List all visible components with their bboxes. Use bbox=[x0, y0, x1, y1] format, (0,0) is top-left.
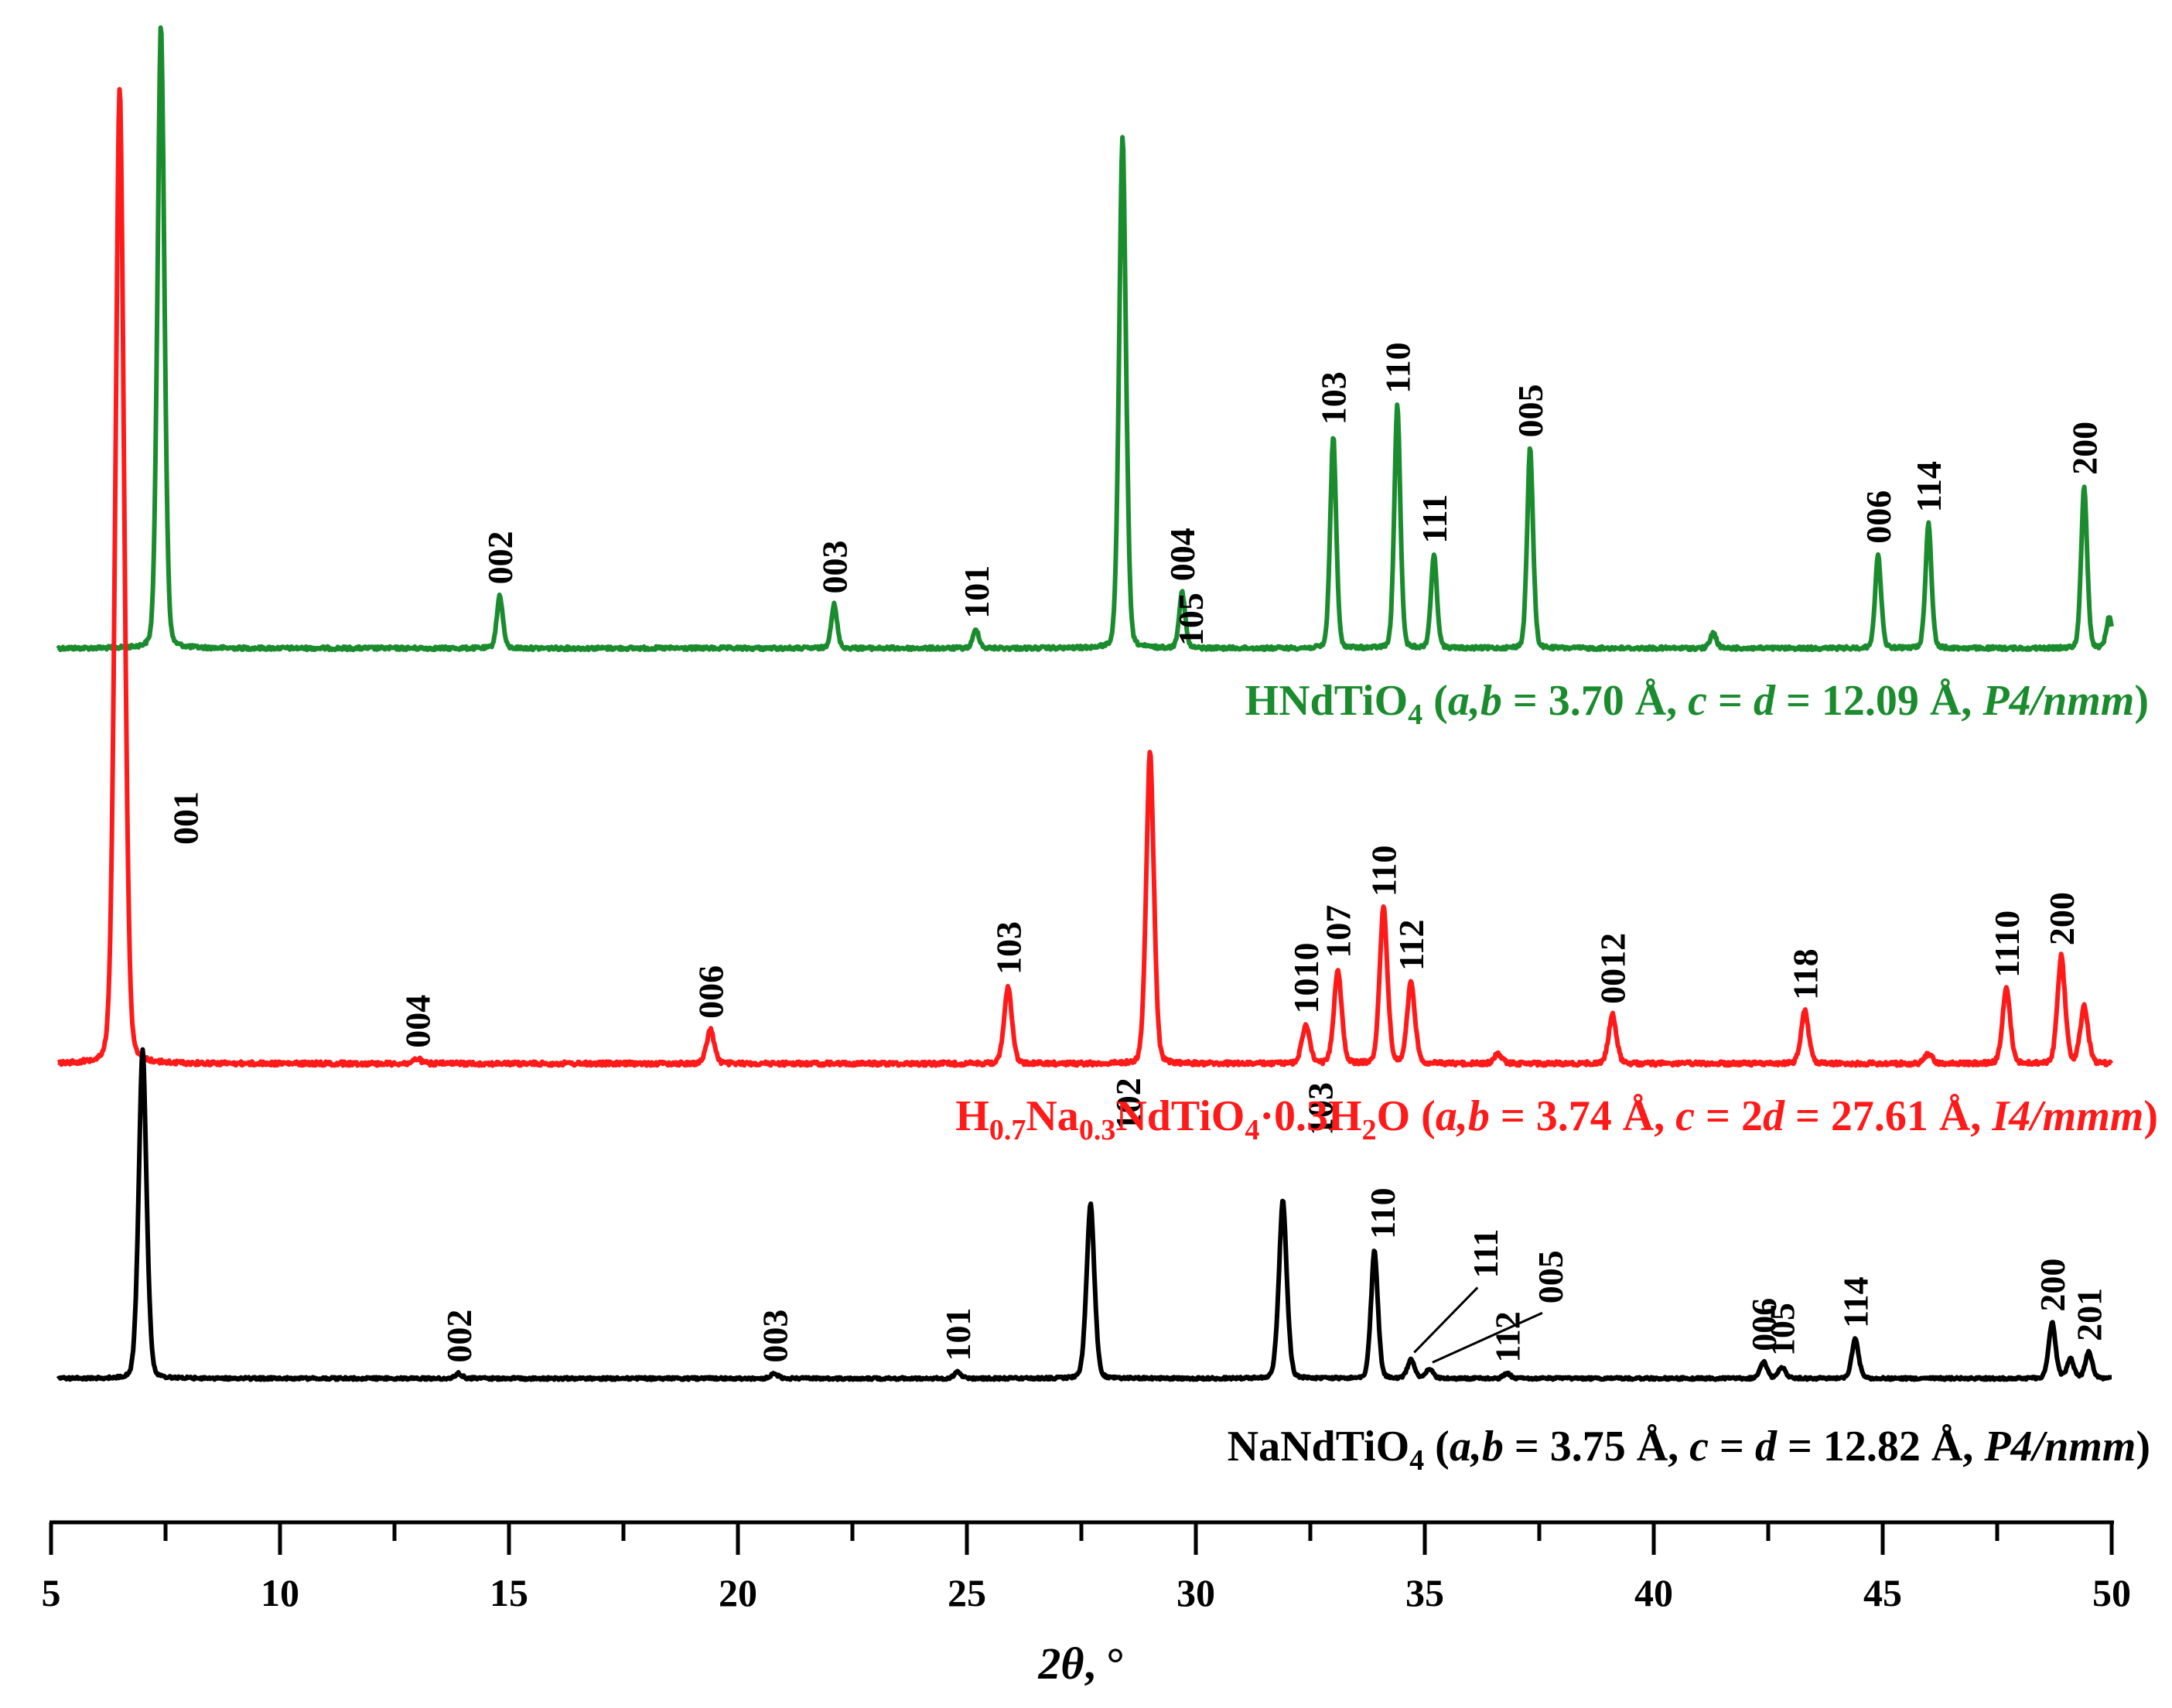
peak-label-red-006: 006 bbox=[691, 965, 730, 1019]
peak-label-red-1110: 1110 bbox=[1987, 910, 2027, 978]
x-tick-label-45: 45 bbox=[1863, 1571, 1902, 1614]
peak-label-black-105: 105 bbox=[1763, 1303, 1802, 1356]
callout-line-005 bbox=[1432, 1311, 1543, 1364]
series-caption-nandtio4: NaNdTiO4 (a,b = 3.75 Å, c = d = 12.82 Å,… bbox=[1228, 1423, 2150, 1477]
peak-label-green-103: 103 bbox=[1314, 371, 1354, 425]
peak-label-green-002: 002 bbox=[480, 531, 520, 584]
series-caption-hndtio4: HNdTiO4 (a,b = 3.70 Å, c = d = 12.09 Å, … bbox=[1245, 677, 2149, 731]
x-axis-symbol: 2θ bbox=[1037, 1638, 1084, 1689]
x-axis-tick-labels: 5 10 15 20 25 30 35 40 45 50 bbox=[42, 1571, 2132, 1614]
peak-label-black-001: 001 bbox=[166, 791, 205, 845]
x-axis-unit: ° bbox=[1106, 1638, 1124, 1689]
peak-label-green-005: 005 bbox=[1511, 384, 1550, 437]
x-tick-label-25: 25 bbox=[948, 1571, 986, 1614]
peak-label-black-006: 006 bbox=[1744, 1298, 1784, 1351]
peak-label-red-103: 103 bbox=[989, 921, 1028, 975]
series-line-black bbox=[56, 1047, 2113, 1382]
diffraction-traces bbox=[56, 25, 2114, 1382]
peak-label-red-112: 112 bbox=[1392, 920, 1431, 971]
caption-formula: HNdTiO bbox=[1245, 677, 1409, 725]
peak-label-black-101: 101 bbox=[938, 1307, 978, 1361]
peak-label-green-200: 200 bbox=[2064, 422, 2104, 475]
x-axis-title: 2θ, ° bbox=[1037, 1638, 1124, 1689]
peak-label-red-105: 105 bbox=[1171, 593, 1211, 646]
peak-label-red-1010: 1010 bbox=[1286, 943, 1326, 1014]
peak-label-green-101: 101 bbox=[957, 565, 996, 619]
peak-label-green-110: 110 bbox=[1378, 342, 1417, 393]
peak-label-green-003: 003 bbox=[814, 540, 854, 593]
peak-label-black-114: 114 bbox=[1836, 1276, 1875, 1327]
peak-label-black-002: 002 bbox=[439, 1310, 479, 1363]
peak-label-red-200: 200 bbox=[2042, 892, 2082, 945]
peak-label-green-111: 111 bbox=[1415, 494, 1454, 544]
peak-label-black-003: 003 bbox=[755, 1310, 794, 1363]
x-tick-label-5: 5 bbox=[42, 1571, 61, 1614]
peak-label-red-110: 110 bbox=[1364, 845, 1404, 897]
x-tick-label-35: 35 bbox=[1405, 1571, 1444, 1614]
peak-label-black-111: 111 bbox=[1466, 1229, 1505, 1279]
x-tick-label-10: 10 bbox=[261, 1571, 299, 1614]
peak-label-red-107: 107 bbox=[1319, 905, 1358, 958]
series-line-red bbox=[56, 87, 2114, 1068]
x-tick-label-50: 50 bbox=[2092, 1571, 2131, 1614]
peak-label-black-112: 112 bbox=[1488, 1311, 1528, 1362]
series-caption-h07na03ndtio4: H0.7Na0.3NdTiO4·0.3H2O (a,b = 3.74 Å, c … bbox=[955, 1092, 2158, 1146]
peak-label-black-201: 201 bbox=[2069, 1288, 2109, 1341]
peak-label-red-0012: 0012 bbox=[1593, 933, 1633, 1004]
peak-label-black-200: 200 bbox=[2033, 1259, 2072, 1312]
peak-label-red-118: 118 bbox=[1785, 948, 1825, 999]
peak-label-red-004: 004 bbox=[398, 995, 438, 1048]
x-tick-label-30: 30 bbox=[1176, 1571, 1215, 1614]
peak-label-black-103: 103 bbox=[1300, 1082, 1340, 1136]
x-tick-label-40: 40 bbox=[1634, 1571, 1673, 1614]
peak-labels: 001 002 003 101 102 004 103 110 111 005 006 114 200 0… bbox=[166, 342, 2109, 1363]
callout-line-111 bbox=[1413, 1286, 1479, 1354]
series-line-green bbox=[56, 25, 2114, 653]
peak-callout-lines bbox=[1413, 1286, 1543, 1364]
peak-label-green-114: 114 bbox=[1909, 461, 1948, 512]
peak-label-green-004: 004 bbox=[1163, 528, 1202, 581]
peak-label-black-102: 102 bbox=[1108, 1078, 1148, 1131]
x-tick-label-15: 15 bbox=[490, 1571, 528, 1614]
x-axis-ticks bbox=[49, 1522, 2114, 1555]
peak-label-black-005: 005 bbox=[1531, 1250, 1570, 1303]
peak-label-black-110: 110 bbox=[1363, 1187, 1402, 1238]
peak-label-green-006: 006 bbox=[1859, 490, 1898, 544]
x-tick-label-20: 20 bbox=[719, 1571, 757, 1614]
